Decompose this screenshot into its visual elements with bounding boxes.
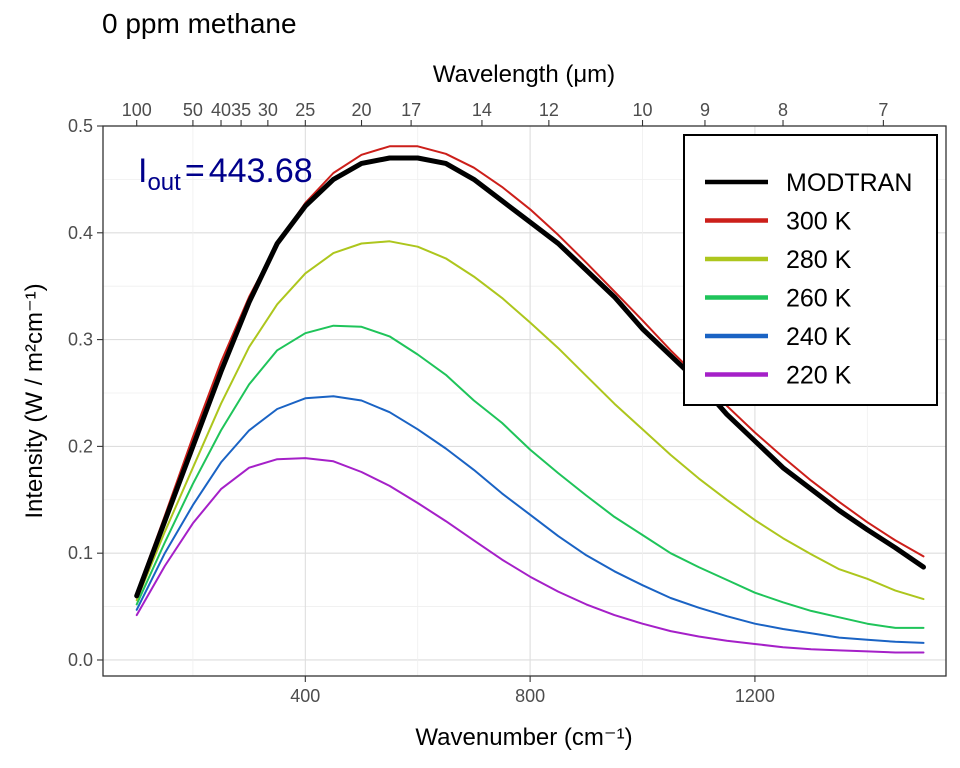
legend: MODTRAN 300 K 280 K 260 K 240 K 220 K <box>683 134 938 406</box>
top-tick-label: 50 <box>183 100 203 120</box>
x-axis: 400 800 1200 <box>290 676 775 706</box>
top-tick-label: 7 <box>878 100 888 120</box>
plot-border <box>102 125 947 677</box>
y-tick-label: 0.2 <box>68 436 93 456</box>
top-tick-label: 14 <box>472 100 492 120</box>
top-tick-label: 25 <box>295 100 315 120</box>
top-tick-label: 12 <box>539 100 559 120</box>
top-tick-label: 40 <box>211 100 231 120</box>
y-tick-label: 0.4 <box>68 223 93 243</box>
legend-label-220-k: 220 K <box>786 362 852 390</box>
legend-label-260-k: 260 K <box>786 285 852 313</box>
chart-title: 0 ppm methane <box>102 8 297 39</box>
top-tick-label: 10 <box>633 100 653 120</box>
top-tick-label: 9 <box>700 100 710 120</box>
y-axis: 0.0 0.1 0.2 0.3 0.4 0.5 <box>68 116 103 670</box>
y-tick-label: 0.0 <box>68 650 93 670</box>
x-tick-label: 400 <box>290 686 320 706</box>
y-tick-label: 0.3 <box>68 330 93 350</box>
y-tick-label: 0.5 <box>68 116 93 136</box>
x-tick-label: 800 <box>515 686 545 706</box>
legend-label-modtran: MODTRAN <box>786 169 912 197</box>
secondary-x-axis: 100 50 40 35 30 25 20 17 14 12 10 9 8 7 <box>122 100 888 126</box>
annotation-text: Iout = 443.68 <box>138 152 313 196</box>
series-line-260-k <box>135 324 925 629</box>
top-tick-label: 8 <box>778 100 788 120</box>
top-tick-label: 35 <box>231 100 251 120</box>
y-tick-label: 0.1 <box>68 543 93 563</box>
top-tick-label: 17 <box>401 100 421 120</box>
series-line-modtran <box>134 155 926 599</box>
intensity-annotation: Iout = 443.68 <box>138 152 313 196</box>
top-tick-label: 100 <box>122 100 152 120</box>
legend-label-240-k: 240 K <box>786 323 852 351</box>
top-tick-label: 20 <box>352 100 372 120</box>
series-line-280-k <box>135 240 925 602</box>
secondary-x-axis-title: Wavelength (μm) <box>433 61 615 88</box>
series-layer <box>134 145 926 654</box>
series-line-240-k <box>135 395 925 644</box>
x-axis-title: Wavenumber (cm⁻¹) <box>415 724 632 751</box>
top-tick-label: 30 <box>258 100 278 120</box>
x-tick-label: 1200 <box>735 686 775 706</box>
y-axis-title: Intensity (W / m²cm⁻¹) <box>21 283 48 518</box>
legend-label-280-k: 280 K <box>786 246 852 274</box>
series-line-220-k <box>135 457 925 654</box>
legend-label-300-k: 300 K <box>786 208 852 236</box>
